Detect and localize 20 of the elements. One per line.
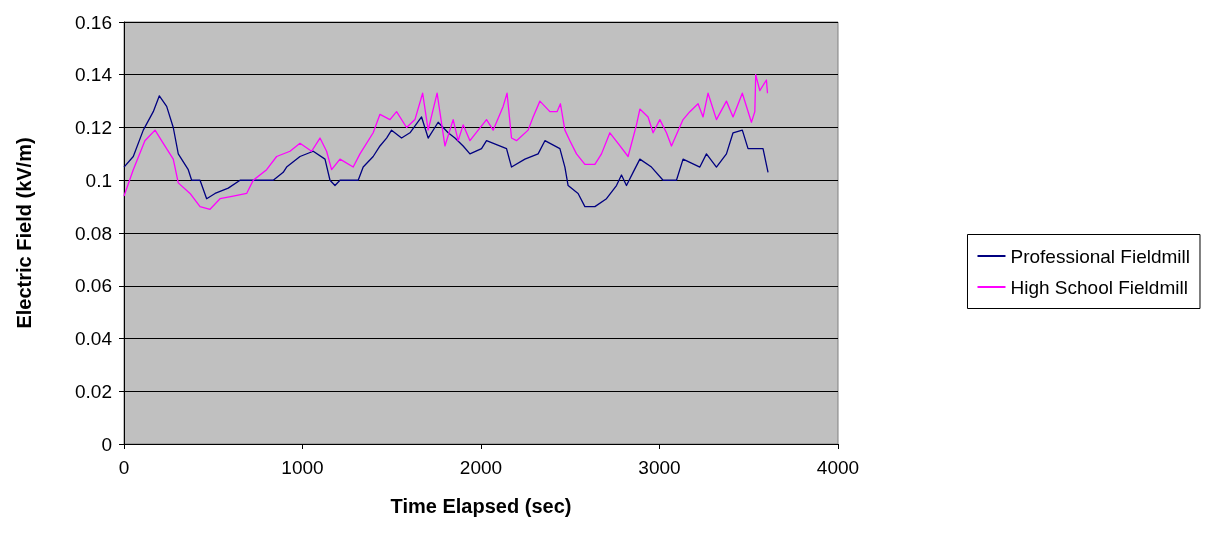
y-tick-label: 0.16 <box>75 11 112 33</box>
x-axis-title: Time Elapsed (sec) <box>390 495 572 517</box>
y-tick-label: 0.14 <box>75 64 113 86</box>
x-tick-label: 0 <box>118 457 130 478</box>
x-tick-label: 1000 <box>281 457 324 478</box>
y-axis-title: Electric Field (kV/m) <box>13 137 35 329</box>
line-series <box>123 95 769 208</box>
y-tick-label: 0.06 <box>75 275 112 297</box>
legend-label: Professional Fieldmill <box>1010 245 1191 267</box>
x-tick-label: 3000 <box>638 457 681 478</box>
x-tick-label: 2000 <box>459 457 503 478</box>
legend-label: High School Fieldmill <box>1010 276 1188 298</box>
y-tick-label: 0.02 <box>75 380 112 402</box>
x-tick-label: 4000 <box>816 457 860 478</box>
y-tick-label: 0.04 <box>75 328 113 349</box>
y-tick-label: 0.08 <box>75 222 112 244</box>
y-tick-label: 0.1 <box>85 169 112 191</box>
line-series <box>123 74 769 210</box>
y-tick-label: 0 <box>101 433 112 455</box>
y-tick-label: 0.12 <box>75 117 112 138</box>
